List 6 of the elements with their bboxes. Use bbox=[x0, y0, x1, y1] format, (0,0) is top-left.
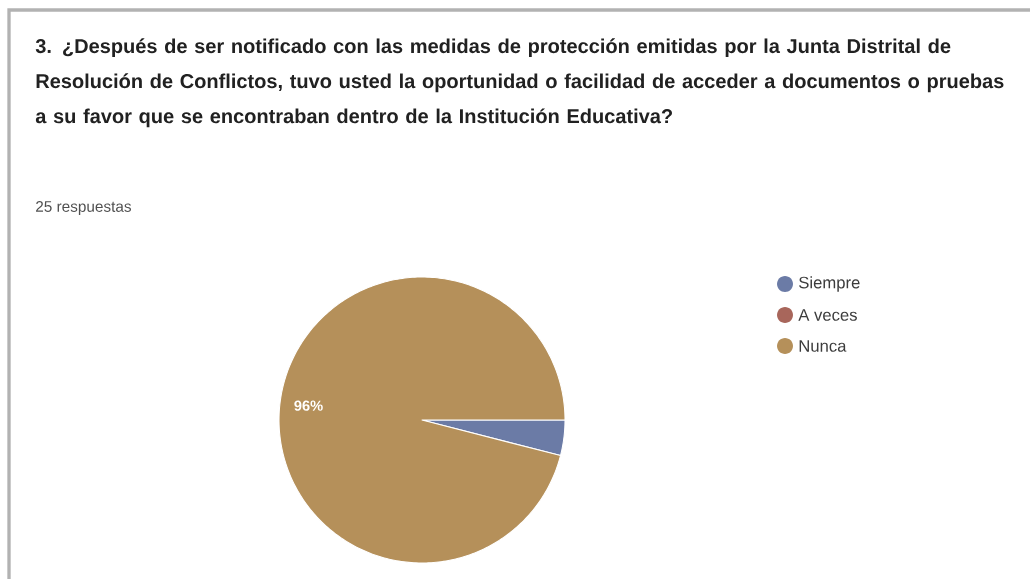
legend-label: Siempre bbox=[799, 276, 860, 292]
text: 25 respuestas bbox=[36, 201, 131, 215]
legend-label: A veces bbox=[798, 309, 857, 321]
data-label: 96% bbox=[294, 400, 323, 411]
legend-label: Nunca bbox=[799, 340, 847, 352]
chart-title: 3. ¿Después de ser notificado con las medidas de protección emitidas por la Junta Distrital de Resolución de Conflictos, tuvo usted la oportunidad o facilidad de acceder a documentos o pruebas a su favor que se encontraban dentro de la Institución Educativa? bbox=[35, 38, 1004, 128]
